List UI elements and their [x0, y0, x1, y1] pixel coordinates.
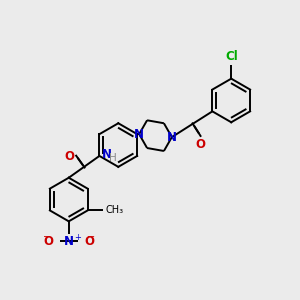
- Text: Cl: Cl: [226, 50, 239, 63]
- Text: O: O: [64, 150, 75, 163]
- Text: O: O: [43, 235, 53, 248]
- Text: N: N: [101, 148, 111, 161]
- Text: O: O: [195, 138, 205, 151]
- Text: N: N: [134, 128, 144, 141]
- Text: +: +: [74, 233, 81, 242]
- Text: −: −: [86, 232, 94, 242]
- Text: CH₃: CH₃: [106, 206, 124, 215]
- Text: O: O: [85, 235, 94, 248]
- Text: H: H: [109, 153, 117, 163]
- Text: −: −: [43, 232, 51, 242]
- Text: N: N: [167, 130, 177, 144]
- Text: N: N: [64, 235, 74, 248]
